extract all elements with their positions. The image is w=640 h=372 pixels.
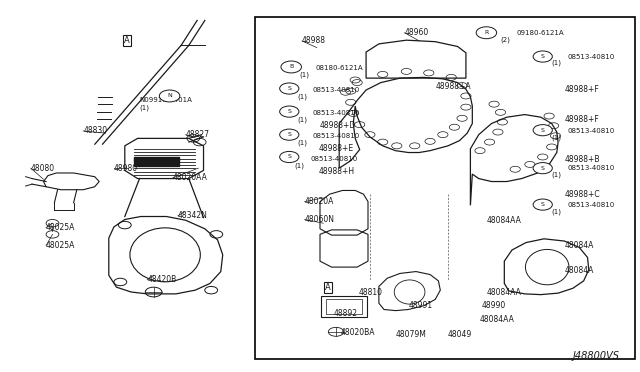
Text: 08513-40810: 08513-40810 [313,133,360,139]
Text: (1): (1) [140,105,150,111]
Text: 48420B: 48420B [147,275,177,284]
Text: (1): (1) [552,60,562,67]
Circle shape [533,125,552,136]
Text: 48020A: 48020A [305,197,334,206]
Text: 48079M: 48079M [396,330,426,339]
Circle shape [533,163,552,174]
Text: 48025A: 48025A [46,241,76,250]
Text: (1): (1) [294,163,305,169]
Text: A: A [124,36,129,45]
Text: 48988+F: 48988+F [564,85,599,94]
Text: 48988: 48988 [302,36,326,45]
Text: (1): (1) [300,71,310,78]
Bar [255,17,635,359]
Text: 48980: 48980 [114,164,138,173]
Text: 48342N: 48342N [178,211,208,220]
Text: S: S [287,86,291,91]
Text: 48988+E: 48988+E [319,144,354,153]
Text: 48049: 48049 [448,330,472,339]
Text: 48988+H: 48988+H [319,167,355,176]
Text: 48810: 48810 [358,288,383,296]
Text: 08513-40810: 08513-40810 [568,165,615,171]
Text: (1): (1) [552,134,562,141]
Text: S: S [287,154,291,160]
Text: J48800VS: J48800VS [573,352,620,361]
Bar [326,299,362,314]
Text: B: B [289,64,293,70]
Text: S: S [287,109,291,114]
Circle shape [280,151,299,163]
Text: 48084A: 48084A [564,241,594,250]
Circle shape [280,106,299,117]
Text: 08513-40810: 08513-40810 [313,87,360,93]
Circle shape [533,199,552,210]
Text: S: S [541,202,545,207]
Text: 08513-40810: 08513-40810 [568,128,615,134]
Text: 48960: 48960 [404,28,429,37]
Text: 48988+C: 48988+C [564,190,600,199]
Text: 08513-40810: 08513-40810 [568,54,615,60]
Circle shape [280,83,299,94]
Circle shape [159,90,180,102]
Text: (1): (1) [297,117,307,124]
Text: (2): (2) [500,36,510,43]
Circle shape [281,61,301,73]
Circle shape [533,51,552,62]
Text: 48990: 48990 [481,301,506,310]
Text: 48988+D: 48988+D [320,121,356,130]
Text: 48827: 48827 [186,130,210,139]
Text: (1): (1) [552,171,562,178]
Text: 48020AA: 48020AA [173,173,207,182]
Text: N: N [167,93,172,99]
Text: (1): (1) [297,93,307,100]
Text: 48084AA: 48084AA [480,315,515,324]
Text: A: A [325,283,330,292]
Text: 48988+F: 48988+F [564,115,599,124]
Text: 08180-6121A: 08180-6121A [316,65,363,71]
Text: 48084AA: 48084AA [486,288,521,296]
Text: S: S [541,128,545,133]
Text: 48988+A: 48988+A [435,82,471,91]
Text: 08513-40810: 08513-40810 [310,156,358,162]
Text: N09916-6401A: N09916-6401A [140,97,193,103]
Text: S: S [541,166,545,171]
Bar [321,296,367,317]
Text: 08513-40810: 08513-40810 [568,202,615,208]
Text: 48020BA: 48020BA [340,328,375,337]
Text: 08513-40810: 08513-40810 [313,110,360,116]
Text: S: S [287,132,291,137]
Text: 48084A: 48084A [564,266,594,275]
Text: 48892: 48892 [334,309,358,318]
Text: 48025A: 48025A [46,223,76,232]
Text: 48988+B: 48988+B [564,155,600,164]
Text: 09180-6121A: 09180-6121A [516,31,564,36]
Text: (1): (1) [297,139,307,146]
Text: S: S [541,54,545,59]
Text: (1): (1) [552,208,562,215]
Text: 48084AA: 48084AA [486,216,521,225]
Text: 48830: 48830 [83,126,108,135]
Text: 48060N: 48060N [305,215,335,224]
Text: 48080: 48080 [31,164,55,173]
Circle shape [476,27,497,39]
Circle shape [280,129,299,140]
Text: 48991: 48991 [408,301,433,310]
Text: R: R [484,30,488,35]
